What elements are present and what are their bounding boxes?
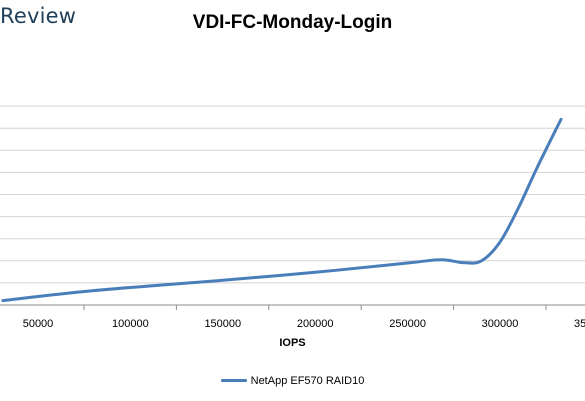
x-ticks [83, 305, 547, 310]
x-axis-label: IOPS [279, 337, 306, 349]
brand-logo-text: Review [0, 4, 77, 28]
x-tick-label: 200000 [297, 318, 334, 330]
x-tick-label: 350000 [574, 318, 585, 330]
series-line-netapp-ef570-raid10 [1, 117, 563, 303]
x-tick-label: 50000 [23, 318, 54, 330]
legend: NetApp EF570 RAID10 [0, 373, 585, 387]
legend-label: NetApp EF570 RAID10 [250, 374, 365, 387]
x-tick-label: 150000 [204, 318, 241, 330]
x-tick-label: 250000 [389, 318, 426, 330]
x-tick-labels: 50000 100000 150000 200000 250000 300000 35000… [23, 318, 585, 330]
legend-line-swatch [220, 379, 247, 382]
x-tick-label: 100000 [112, 318, 149, 330]
chart-title: VDI-FC-Monday-Login [192, 12, 393, 33]
legend-item: NetApp EF570 RAID10 [220, 374, 365, 387]
x-tick-label: 300000 [482, 318, 519, 330]
